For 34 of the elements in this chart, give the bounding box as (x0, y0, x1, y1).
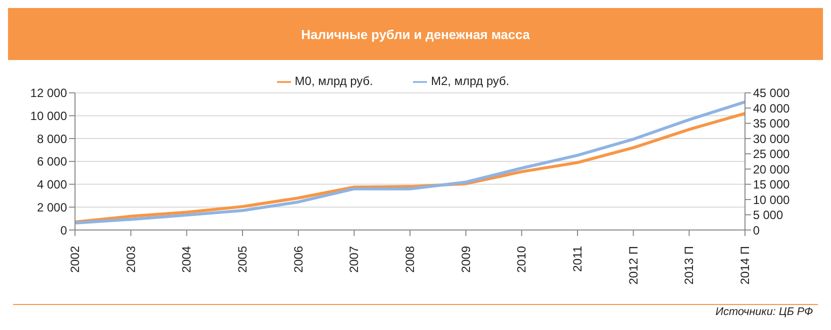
x-tick-label: 2007 (347, 246, 362, 273)
y2-tick-label: 30 000 (753, 132, 790, 146)
y2-tick-label: 20 000 (753, 162, 790, 176)
text: Источники: ЦБ РФ (716, 306, 813, 318)
y-tick-label: 8 000 (36, 132, 68, 146)
x-tick-label: 2013 П (682, 246, 696, 285)
y2-tick-label: 40 000 (753, 101, 790, 116)
x-tick-label: 2003 (124, 246, 138, 273)
legend-label: M0, млрд руб. (294, 74, 373, 88)
y-tick-label: 10 000 (30, 108, 68, 123)
y-tick-label: 4 000 (36, 178, 68, 192)
x-tick-label: 2009 (458, 246, 473, 273)
y2-tick-label: 5 000 (753, 208, 784, 222)
y-tick-label: 6 000 (36, 154, 68, 169)
x-tick-label: 2006 (291, 246, 306, 273)
legend-label: M2, млрд руб. (431, 74, 510, 88)
x-tick-label: 2004 (180, 246, 194, 273)
y2-tick-label: 15 000 (753, 178, 790, 192)
x-tick-label: 2014 П (738, 246, 752, 285)
x-tick-label: 2010 (514, 246, 529, 273)
x-tick-label: 2005 (236, 246, 250, 273)
y2-tick-label: 35 000 (753, 116, 790, 131)
y-tick-label: 0 (60, 223, 68, 238)
x-tick-label: 2011 (570, 246, 584, 272)
y2-tick-label: 25 000 (753, 147, 790, 162)
y2-tick-label: 45 000 (753, 86, 790, 100)
x-tick-label: 2008 (403, 246, 417, 273)
y-tick-label: 12 000 (30, 86, 68, 100)
chart-title: Наличные рубли и денежная масса (8, 8, 823, 60)
y2-tick-label: 0 (753, 223, 760, 238)
y2-tick-label: 10 000 (753, 192, 790, 207)
y-tick-label: 2 000 (36, 200, 68, 214)
x-tick-label: 2012 П (626, 246, 640, 285)
x-tick-label: 2002 (68, 246, 82, 273)
